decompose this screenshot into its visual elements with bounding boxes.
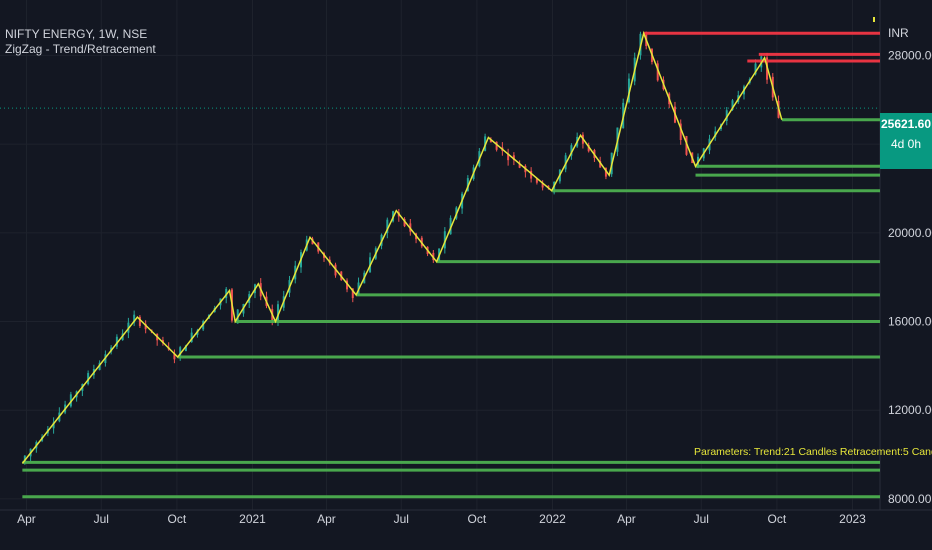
candle-body xyxy=(604,167,607,177)
candle-body xyxy=(52,422,55,429)
candle-body xyxy=(179,347,182,357)
candle-body xyxy=(679,123,682,140)
chart-grid xyxy=(0,0,880,510)
indicator-legend[interactable]: ZigZag - Trend/Retracement xyxy=(5,42,156,56)
candle-body xyxy=(656,63,659,81)
candle-body xyxy=(386,219,389,234)
x-tick-label: 2022 xyxy=(539,512,566,526)
x-tick-label: Oct xyxy=(168,512,187,526)
candle-body xyxy=(495,141,498,150)
candle-body xyxy=(403,218,406,227)
y-tick-label: 28000.00 xyxy=(888,48,932,62)
candle-body xyxy=(449,217,452,235)
x-tick-label: Apr xyxy=(317,512,336,526)
x-tick-label: Oct xyxy=(768,512,787,526)
candle-body xyxy=(685,136,688,155)
candle-body xyxy=(144,324,147,330)
candle-body xyxy=(190,332,193,343)
candle-body xyxy=(98,362,101,370)
candle-body xyxy=(541,182,544,188)
candle-body xyxy=(133,314,136,323)
currency-label: INR xyxy=(888,26,909,40)
candle-body xyxy=(489,139,492,143)
x-tick-label: Jul xyxy=(394,512,409,526)
x-tick-label: 2023 xyxy=(839,512,866,526)
symbol-legend[interactable]: NIFTY ENERGY, 1W, NSE xyxy=(5,27,148,41)
candle-body xyxy=(351,288,354,299)
candle-body xyxy=(69,394,72,407)
y-tick-label: 16000.00 xyxy=(888,315,932,329)
y-tick-label: 8000.00 xyxy=(888,492,932,506)
candle-body xyxy=(599,160,602,168)
zigzag-line xyxy=(21,30,783,464)
candle-body xyxy=(731,100,734,110)
candle-body xyxy=(547,185,550,188)
y-tick-label: 12000.00 xyxy=(888,403,932,417)
x-tick-label: Apr xyxy=(17,512,36,526)
x-tick-label: Oct xyxy=(468,512,487,526)
candle-body xyxy=(225,288,228,299)
candle-body xyxy=(535,178,538,183)
candle-body xyxy=(754,63,757,75)
countdown-badge: 4d 0h xyxy=(880,135,932,169)
candle-body xyxy=(115,336,118,347)
x-axis[interactable]: Apr Jul Oct 2021 Apr Jul Oct 2022 Apr Jul Oct 2023 xyxy=(17,512,866,526)
candle-body xyxy=(276,304,279,322)
candle-body xyxy=(466,178,469,192)
y-axis[interactable]: 8000.0012000.0016000.0020000.0024000.002… xyxy=(888,48,932,505)
candle-body xyxy=(507,153,510,161)
candle-body xyxy=(570,145,573,156)
levels-layer xyxy=(22,31,880,499)
y-tick-label: 20000.00 xyxy=(888,226,932,240)
parameters-note: Parameters: Trend:21 Candles Retracement… xyxy=(694,446,932,458)
marker-dot xyxy=(873,17,875,22)
x-tick-label: 2021 xyxy=(239,512,266,526)
x-tick-label: Apr xyxy=(617,512,636,526)
candle-body xyxy=(512,155,515,160)
candle-body xyxy=(443,231,446,249)
candle-body xyxy=(627,78,630,103)
x-tick-label: Jul xyxy=(694,512,709,526)
candle-body xyxy=(346,280,349,290)
candle-body xyxy=(184,345,187,352)
last-price-badge: 25621.60 xyxy=(880,113,932,135)
candle-body xyxy=(587,144,590,152)
zigzag-layer xyxy=(21,30,783,464)
candle-body xyxy=(518,163,521,168)
candle-body xyxy=(138,316,141,326)
x-tick-label: Jul xyxy=(94,512,109,526)
candle-body xyxy=(530,170,533,179)
candle-body xyxy=(725,110,728,122)
candle-body xyxy=(173,353,176,360)
